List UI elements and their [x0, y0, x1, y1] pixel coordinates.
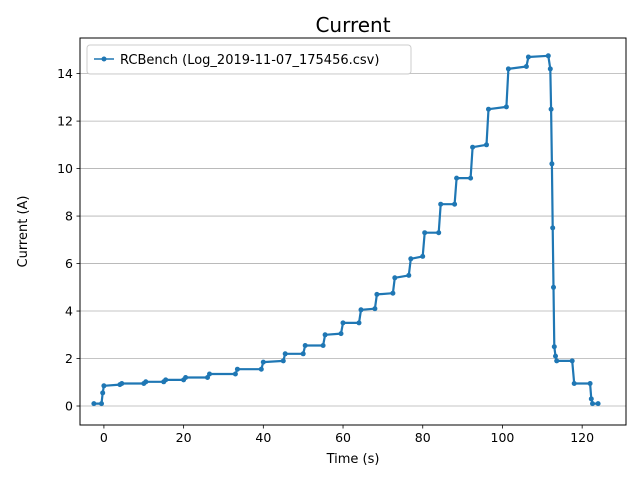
- data-point: [390, 290, 396, 296]
- x-tick-label: 20: [176, 430, 192, 445]
- data-point: [282, 351, 288, 357]
- x-tick-label: 80: [415, 430, 431, 445]
- data-point: [406, 272, 412, 278]
- data-point: [232, 371, 238, 377]
- data-point: [571, 381, 577, 386]
- data-point: [258, 366, 264, 372]
- y-tick-label: 14: [57, 66, 73, 81]
- data-point: [422, 230, 428, 236]
- data-point: [392, 275, 398, 281]
- y-tick-label: 0: [65, 399, 73, 414]
- data-point: [484, 142, 489, 148]
- data-point: [207, 371, 212, 377]
- data-point: [356, 320, 362, 326]
- data-point: [569, 358, 575, 364]
- data-point: [322, 332, 328, 338]
- series-line: [93, 54, 599, 405]
- data-point: [300, 351, 306, 357]
- legend: RCBench (Log_2019-11-07_175456.csv): [86, 44, 412, 75]
- data-point: [338, 331, 344, 337]
- data-point: [551, 284, 556, 290]
- legend-label: RCBench (Log_2019-11-07_175456.csv): [120, 53, 379, 68]
- data-point: [595, 401, 601, 407]
- data-point: [550, 225, 556, 231]
- data-point: [486, 106, 491, 112]
- data-point: [91, 401, 97, 407]
- y-tick-label: 6: [65, 256, 73, 271]
- data-point: [587, 381, 593, 386]
- data-point: [590, 401, 595, 407]
- data-point: [545, 53, 551, 59]
- data-point: [408, 256, 414, 262]
- x-axis-title: Time (s): [326, 452, 380, 467]
- data-point: [372, 306, 378, 312]
- data-point: [420, 253, 426, 259]
- plot-frame: [79, 37, 627, 426]
- data-point: [143, 379, 149, 385]
- data-point: [260, 359, 266, 365]
- y-tick-label: 4: [65, 304, 73, 319]
- y-axis-ticks: 0 2 4 6 8 10 12 14: [57, 66, 80, 414]
- data-point: [551, 344, 557, 350]
- chart-title: Current: [315, 13, 390, 37]
- data-point: [436, 230, 442, 236]
- x-tick-label: 60: [335, 430, 351, 445]
- grid-lines: [80, 73, 626, 407]
- data-point: [452, 201, 458, 207]
- x-tick-label: 40: [255, 430, 271, 445]
- x-tick-label: 0: [100, 430, 108, 445]
- legend-box: [86, 44, 412, 75]
- data-point: [100, 390, 106, 396]
- data-point: [99, 401, 104, 407]
- data-point: [374, 291, 380, 297]
- data-point: [234, 366, 240, 372]
- y-tick-label: 12: [57, 114, 73, 129]
- x-tick-label: 120: [570, 430, 594, 445]
- data-point: [454, 175, 460, 181]
- data-point: [163, 377, 169, 383]
- data-point: [470, 144, 476, 150]
- x-tick-label: 100: [491, 430, 515, 445]
- y-tick-label: 2: [65, 351, 73, 366]
- data-point: [554, 358, 560, 364]
- data-point: [549, 161, 555, 167]
- data-point: [503, 104, 509, 110]
- data-point: [119, 381, 125, 386]
- data-point: [505, 66, 511, 72]
- data-point: [553, 353, 558, 359]
- series-layer: [91, 53, 601, 407]
- data-point: [358, 307, 364, 313]
- data-point: [340, 320, 346, 326]
- y-tick-label: 8: [65, 209, 73, 224]
- x-axis-ticks: 0 20 40 60 80 100 120: [100, 425, 594, 445]
- data-point: [523, 64, 529, 69]
- y-axis-title: Current (A): [16, 196, 31, 268]
- data-point: [588, 396, 594, 402]
- data-point: [302, 343, 308, 348]
- data-point: [183, 375, 189, 380]
- data-point: [548, 106, 554, 112]
- data-point: [101, 383, 107, 389]
- data-point: [468, 175, 474, 181]
- data-point: [438, 201, 444, 207]
- data-point: [547, 66, 553, 72]
- y-tick-label: 10: [57, 161, 73, 176]
- data-point: [320, 343, 326, 348]
- legend-marker: [101, 56, 107, 62]
- data-point: [280, 358, 286, 364]
- data-point: [525, 54, 531, 60]
